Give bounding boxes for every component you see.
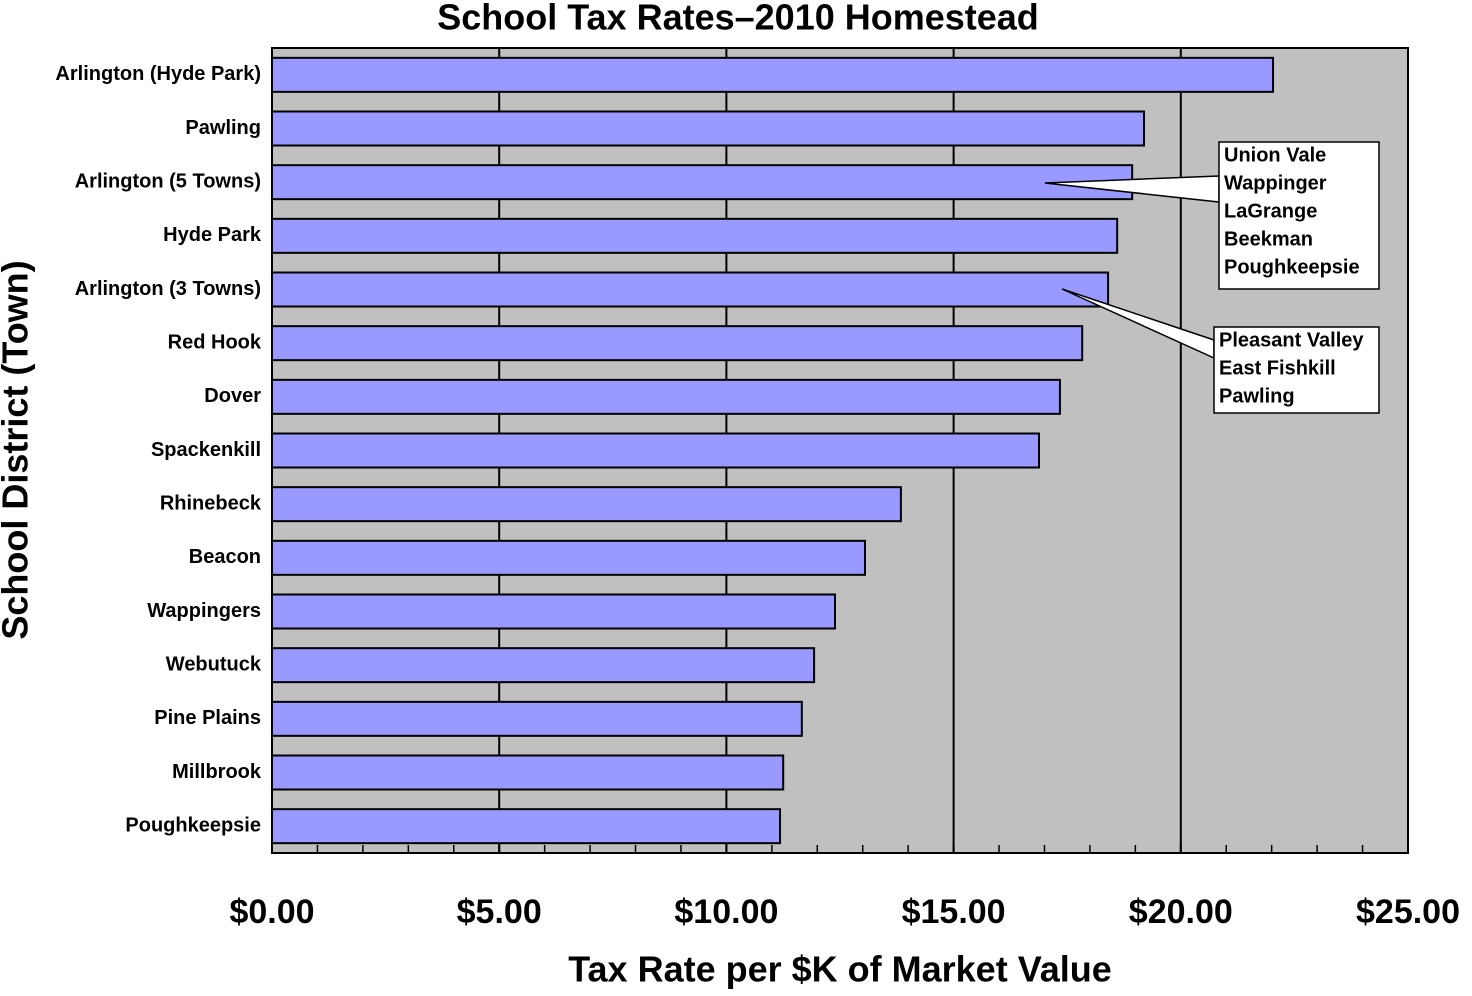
x-axis-label: Tax Rate per $K of Market Value (568, 949, 1112, 990)
chart-title: School Tax Rates–2010 Homestead (437, 0, 1039, 38)
callout-text: Union Vale (1224, 144, 1326, 166)
y-tick-label: Millbrook (172, 761, 262, 783)
bar (271, 808, 782, 845)
callout-text: Pawling (1219, 385, 1295, 407)
y-tick-label: Spackenkill (151, 439, 261, 461)
y-axis-label: School District (Town) (0, 260, 36, 639)
bar (271, 271, 1110, 308)
x-tick-label: $10.00 (674, 893, 778, 931)
callout-box (1218, 141, 1380, 290)
x-tick-label: $20.00 (1129, 893, 1233, 931)
x-tick-label: $15.00 (902, 893, 1006, 931)
bar (271, 325, 1084, 362)
y-tick-label: Arlington (3 Towns) (75, 278, 261, 300)
callout-text: Pleasant Valley (1219, 329, 1364, 351)
y-tick-label: Rhinebeck (160, 492, 262, 514)
y-tick-label: Wappingers (147, 600, 261, 622)
callout-text: LaGrange (1224, 200, 1317, 222)
y-tick-label: Hyde Park (163, 224, 262, 246)
y-tick-label: Pawling (185, 117, 261, 139)
callout-text: Poughkeepsie (1224, 256, 1360, 278)
bar (271, 378, 1061, 415)
y-tick-label: Dover (204, 385, 261, 407)
bar (271, 593, 837, 630)
y-tick-label: Poughkeepsie (125, 814, 261, 836)
y-tick-label: Pine Plains (154, 707, 261, 729)
bar (271, 164, 1134, 201)
bar (271, 56, 1275, 93)
bar (271, 110, 1145, 147)
x-tick-label: $25.00 (1356, 893, 1460, 931)
bar (271, 432, 1041, 469)
y-tick-label: Arlington (5 Towns) (75, 170, 261, 192)
bar (271, 700, 803, 737)
x-tick-label: $5.00 (457, 893, 542, 931)
y-tick-label: Red Hook (168, 331, 262, 353)
callout-text: Wappinger (1224, 172, 1327, 194)
y-tick-label: Webutuck (166, 653, 262, 675)
callout-text: Beekman (1224, 228, 1313, 250)
bar (271, 486, 902, 523)
bar (271, 217, 1119, 254)
bar (271, 539, 866, 576)
callout-box (1213, 326, 1380, 414)
bar (271, 647, 816, 684)
y-tick-label: Beacon (189, 546, 261, 568)
callout-text: East Fishkill (1219, 357, 1336, 379)
y-tick-label: Arlington (Hyde Park) (55, 63, 261, 85)
bar (271, 754, 785, 791)
x-tick-label: $0.00 (229, 893, 314, 931)
